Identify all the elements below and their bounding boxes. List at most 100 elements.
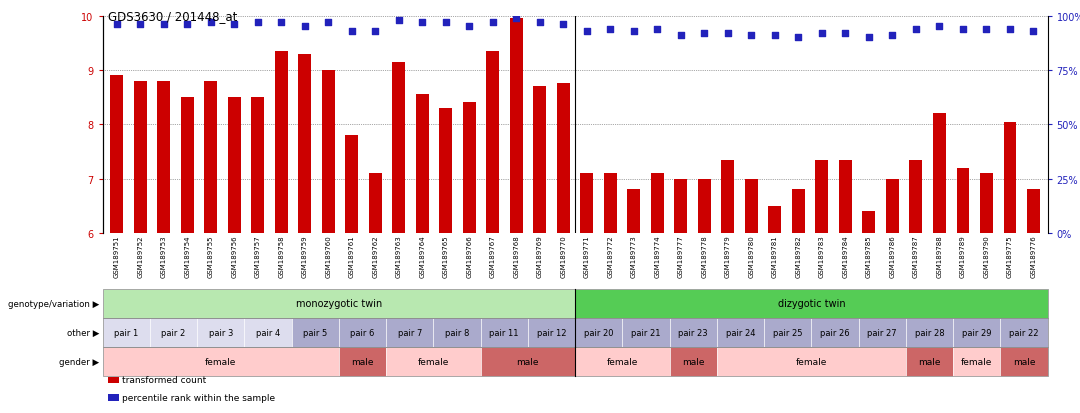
Point [178, 22, 195, 28]
Point [1025, 28, 1042, 35]
Point [625, 28, 643, 35]
Bar [815, 160, 828, 233]
Text: pair 29: pair 29 [962, 328, 991, 337]
Bar [674, 179, 687, 233]
Bar [369, 174, 381, 233]
Text: pair 24: pair 24 [726, 328, 755, 337]
Bar [510, 19, 523, 233]
Text: male: male [1013, 357, 1036, 366]
Bar [274, 52, 287, 233]
Point [696, 31, 713, 37]
Point [296, 24, 313, 31]
Point [931, 24, 948, 31]
Bar [110, 76, 123, 233]
Text: male: male [516, 357, 539, 366]
Text: dizygotic twin: dizygotic twin [778, 299, 846, 309]
Bar [886, 179, 899, 233]
Point [108, 22, 125, 28]
Bar [486, 52, 499, 233]
Point [602, 26, 619, 33]
Text: female: female [607, 357, 638, 366]
Text: pair 22: pair 22 [1009, 328, 1039, 337]
Point [743, 33, 760, 39]
Point [414, 20, 431, 26]
Point [837, 31, 854, 37]
Text: pair 1: pair 1 [114, 328, 138, 337]
Bar [440, 109, 453, 233]
Text: pair 7: pair 7 [397, 328, 422, 337]
Point [578, 28, 595, 35]
Text: pair 5: pair 5 [303, 328, 327, 337]
Point [955, 26, 972, 33]
Point [249, 20, 267, 26]
Bar [580, 174, 593, 233]
Text: female: female [961, 357, 993, 366]
Bar [627, 190, 640, 233]
Bar [839, 160, 852, 233]
Point [813, 31, 831, 37]
Text: pair 12: pair 12 [537, 328, 566, 337]
Point [484, 20, 501, 26]
Point [907, 26, 924, 33]
Point [461, 24, 478, 31]
Text: male: male [351, 357, 374, 366]
Point [320, 20, 337, 26]
Point [649, 26, 666, 33]
Text: pair 11: pair 11 [489, 328, 519, 337]
Bar [392, 63, 405, 233]
Text: male: male [918, 357, 941, 366]
Bar [158, 81, 171, 233]
Point [156, 22, 173, 28]
Text: other ▶: other ▶ [67, 328, 99, 337]
Point [789, 35, 807, 41]
Bar [298, 55, 311, 233]
Point [366, 28, 383, 35]
Point [508, 15, 525, 22]
Point [1001, 26, 1018, 33]
Text: gender ▶: gender ▶ [59, 357, 99, 366]
Text: male: male [681, 357, 704, 366]
Bar [863, 211, 876, 233]
Bar [792, 190, 805, 233]
Text: female: female [205, 357, 237, 366]
Point [672, 33, 689, 39]
Bar [534, 87, 546, 233]
Text: pair 4: pair 4 [256, 328, 280, 337]
Text: pair 3: pair 3 [208, 328, 233, 337]
Text: pair 21: pair 21 [631, 328, 661, 337]
Text: monozygotic twin: monozygotic twin [296, 299, 382, 309]
Text: pair 25: pair 25 [773, 328, 802, 337]
Point [343, 28, 361, 35]
Text: genotype/variation ▶: genotype/variation ▶ [9, 299, 99, 308]
Bar [204, 81, 217, 233]
Text: female: female [418, 357, 449, 366]
Point [390, 17, 407, 24]
Bar [463, 103, 476, 233]
Point [883, 33, 901, 39]
Text: pair 27: pair 27 [867, 328, 897, 337]
Bar [651, 174, 664, 233]
Bar [322, 71, 335, 233]
Point [132, 22, 149, 28]
Text: pair 28: pair 28 [915, 328, 944, 337]
Text: pair 20: pair 20 [584, 328, 613, 337]
Bar [416, 95, 429, 233]
Point [226, 22, 243, 28]
Text: transformed count: transformed count [122, 375, 206, 385]
Point [531, 20, 549, 26]
Text: GDS3630 / 201448_at: GDS3630 / 201448_at [108, 10, 238, 23]
Text: female: female [796, 357, 827, 366]
Bar [1003, 122, 1016, 233]
Point [555, 22, 572, 28]
Point [272, 20, 289, 26]
Bar [721, 160, 734, 233]
Bar [228, 98, 241, 233]
Text: pair 8: pair 8 [445, 328, 469, 337]
Point [202, 20, 219, 26]
Bar [346, 136, 359, 233]
Bar [980, 174, 993, 233]
Bar [252, 98, 265, 233]
Text: pair 2: pair 2 [161, 328, 186, 337]
Text: pair 26: pair 26 [820, 328, 850, 337]
Text: percentile rank within the sample: percentile rank within the sample [122, 393, 275, 402]
